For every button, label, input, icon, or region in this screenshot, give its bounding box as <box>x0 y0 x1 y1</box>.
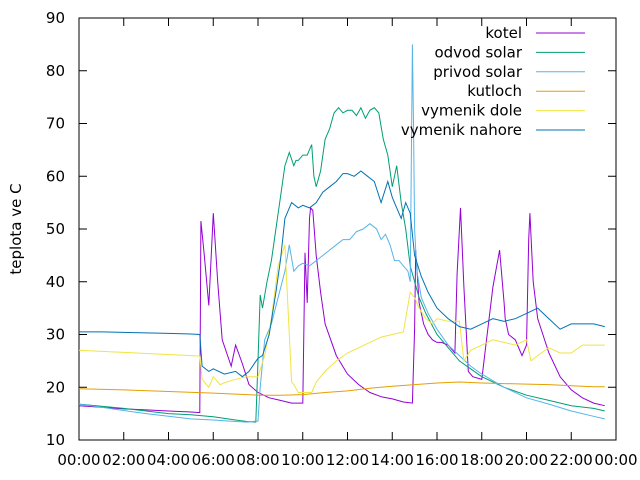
y-axis-label: teplota ve C <box>7 183 25 274</box>
series-line-privod-solar <box>78 44 605 423</box>
series-line-odvod-solar <box>78 106 605 423</box>
series-line-vymenik-dole <box>78 244 605 393</box>
x-tick-label: 00:00 <box>57 451 100 469</box>
legend-entry-label: kutloch <box>467 82 522 100</box>
legend-entry-label: kotel <box>485 24 522 42</box>
x-tick-label: 12:00 <box>326 451 369 469</box>
x-tick-label: 18:00 <box>460 451 503 469</box>
y-tick-label: 50 <box>46 220 65 238</box>
x-tick-label: 10:00 <box>281 451 324 469</box>
series-lines <box>78 44 605 423</box>
y-tick-label: 10 <box>46 431 65 449</box>
x-tick-label: 14:00 <box>371 451 414 469</box>
legend-entry-label: odvod solar <box>434 43 522 61</box>
legend-entry-label: privod solar <box>433 63 523 81</box>
x-tick-label: 22:00 <box>550 451 593 469</box>
legend-entry-label: vymenik nahore <box>401 121 522 139</box>
x-tick-label: 20:00 <box>505 451 548 469</box>
y-tick-label: 80 <box>46 62 65 80</box>
x-tick-label: 16:00 <box>415 451 458 469</box>
y-tick-label: 30 <box>46 326 65 344</box>
x-tick-label: 02:00 <box>102 451 145 469</box>
y-tick-label: 60 <box>46 167 65 185</box>
y-tick-label: 40 <box>46 273 65 291</box>
y-tick-label: 70 <box>46 115 65 133</box>
plot-frame <box>78 17 617 441</box>
y-tick-label: 90 <box>46 9 65 27</box>
series-line-kotel <box>78 206 605 414</box>
x-tick-label: 08:00 <box>236 451 279 469</box>
series-line-vymenik-nahore <box>79 170 605 378</box>
series-line-kutloch <box>78 381 605 396</box>
legend-entry-label: vymenik dole <box>421 102 522 120</box>
x-tick-label: 00:00 <box>594 451 637 469</box>
y-tick-label: 20 <box>46 378 65 396</box>
x-tick-label: 04:00 <box>147 451 190 469</box>
x-tick-label: 06:00 <box>192 451 235 469</box>
